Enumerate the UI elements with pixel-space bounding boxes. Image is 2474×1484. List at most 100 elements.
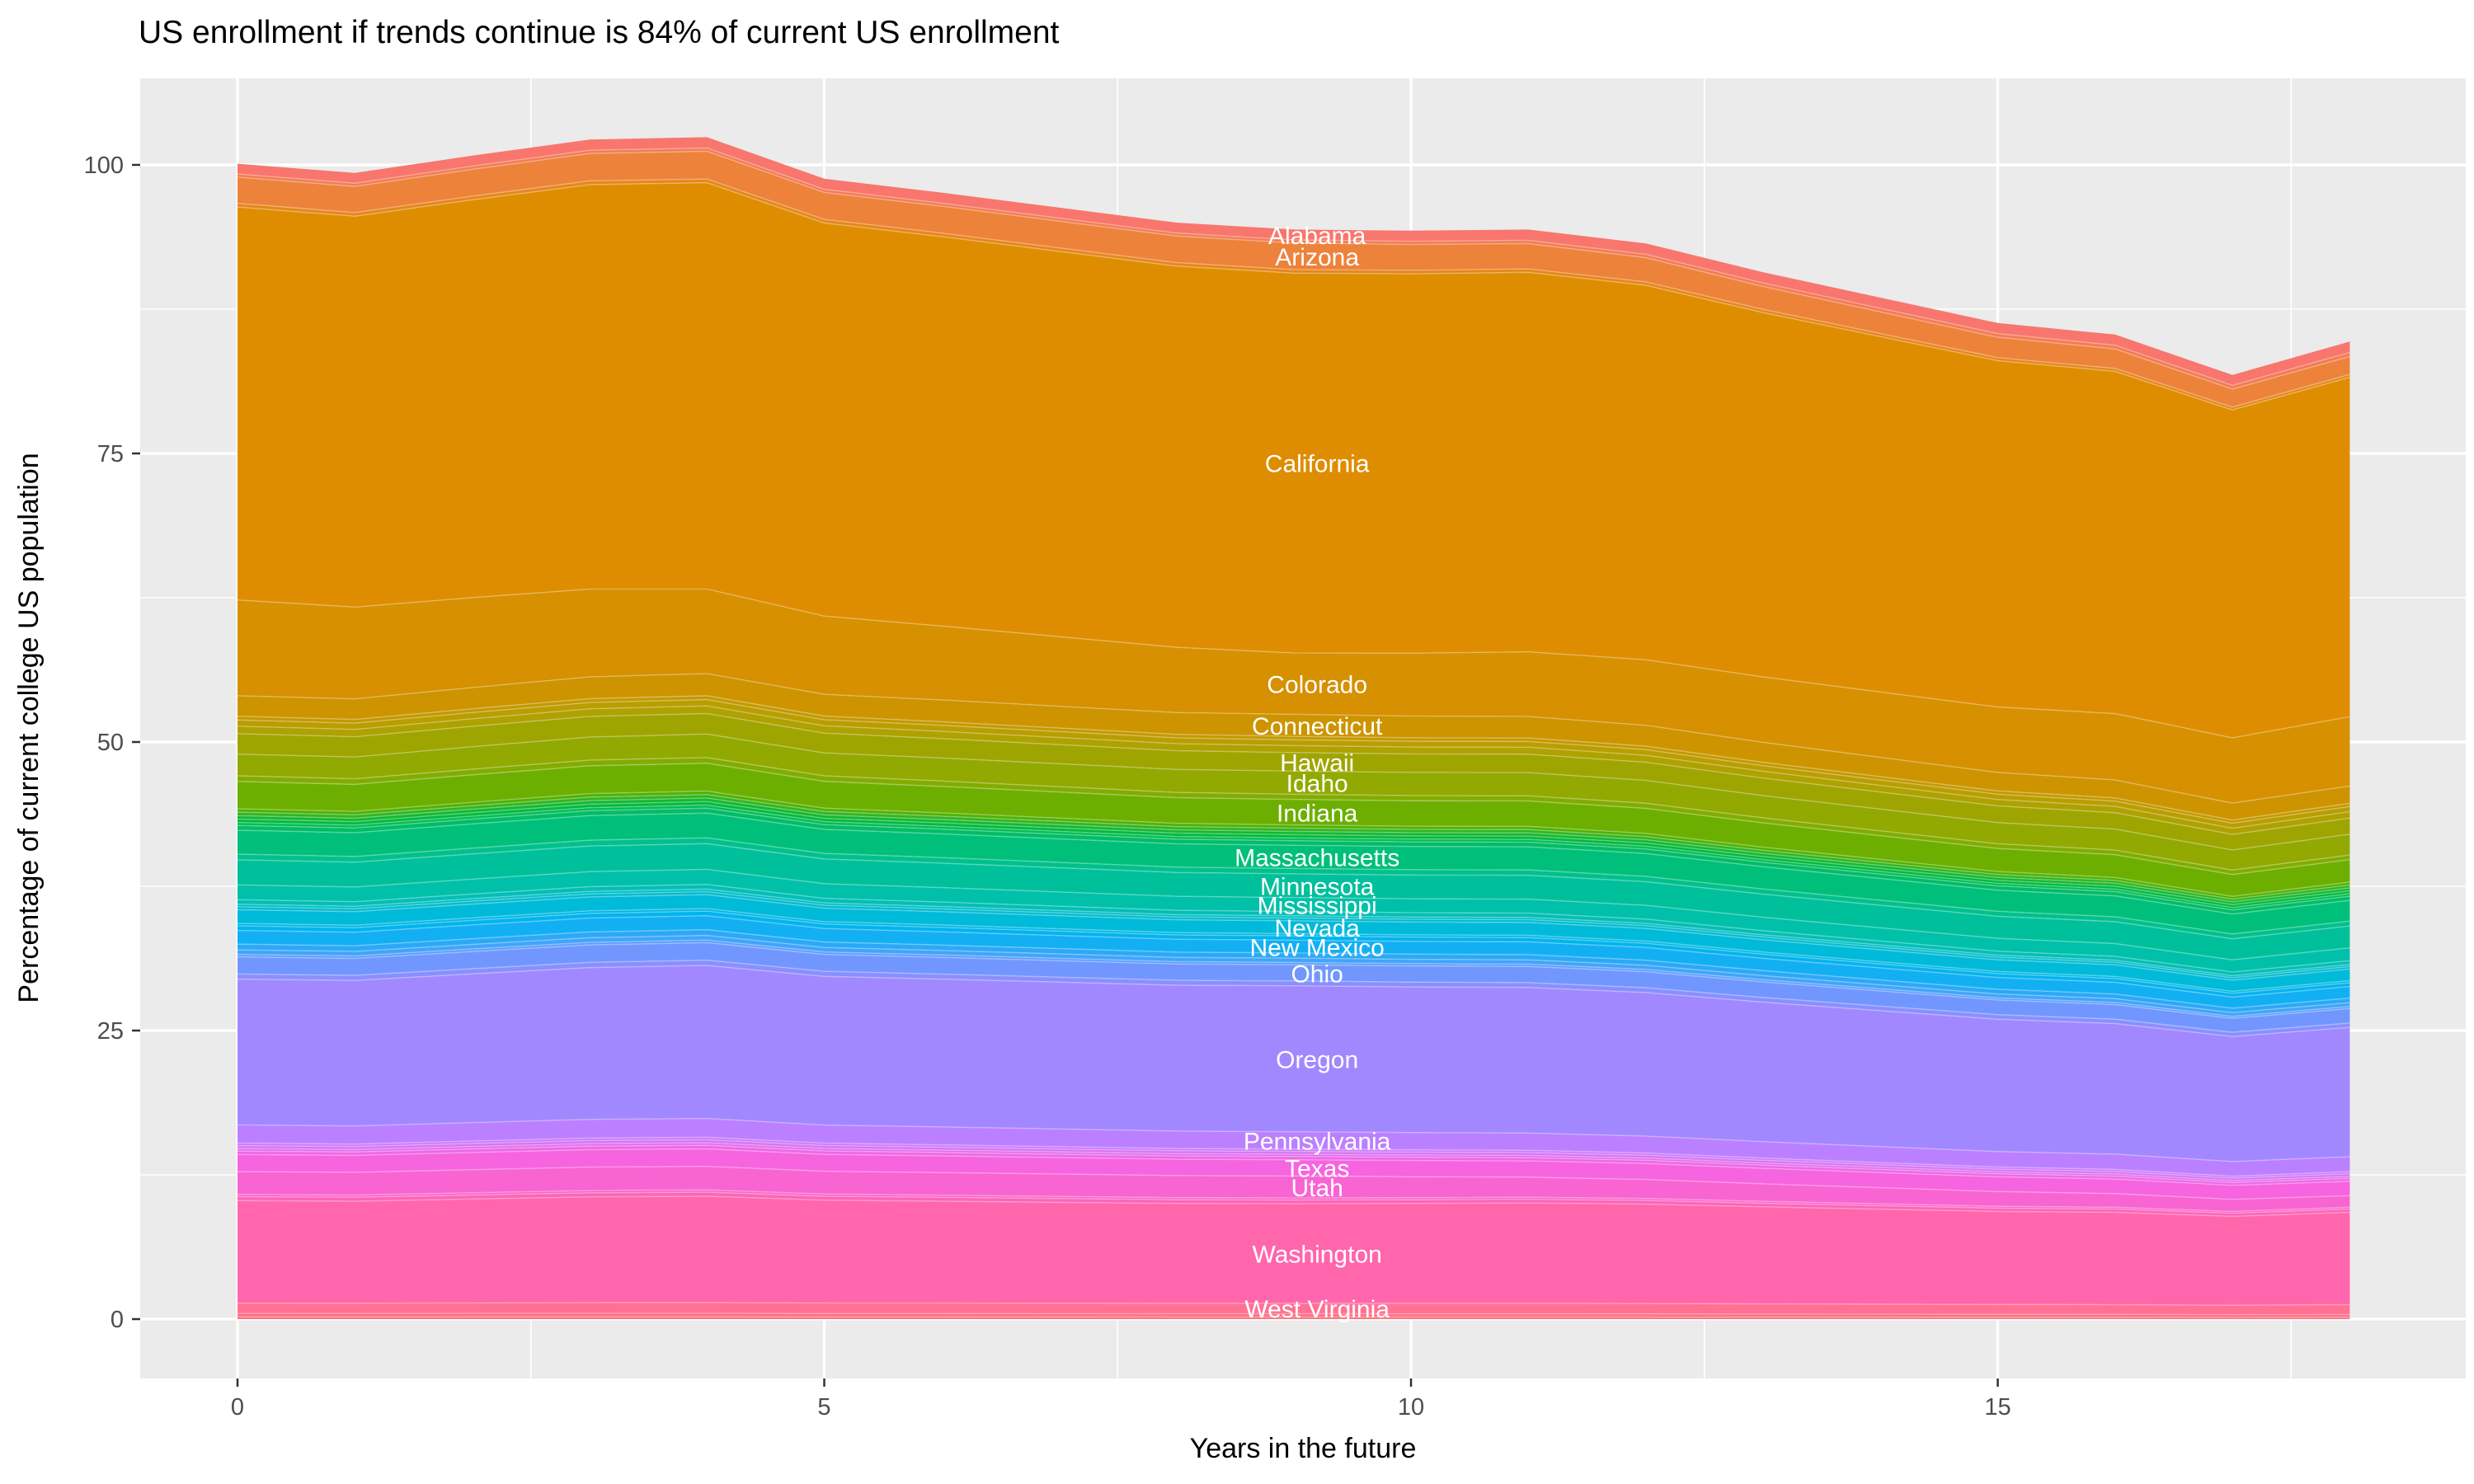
band-label-mississippi: Mississippi bbox=[1258, 892, 1377, 919]
y-tick-label-0: 0 bbox=[111, 1307, 124, 1333]
band-texas bbox=[238, 1148, 2350, 1200]
band-boundary-mississippi bbox=[237, 868, 2350, 960]
band-boundary-new-york bbox=[237, 928, 2350, 1009]
band-colorado bbox=[238, 589, 2350, 804]
band-boundary-new-hampshire bbox=[237, 908, 2350, 993]
band-boundary-new-jersey bbox=[237, 910, 2350, 994]
y-tick-label-100: 100 bbox=[84, 153, 124, 179]
x-tick-label-0: 0 bbox=[231, 1394, 244, 1421]
band-boundary-vermont bbox=[237, 1189, 2350, 1213]
band-label-utah: Utah bbox=[1291, 1175, 1343, 1202]
band-boundary-wisconsin bbox=[237, 1313, 2350, 1316]
x-axis-title: Years in the future bbox=[1190, 1433, 1417, 1464]
band-boundary-michigan bbox=[237, 837, 2350, 935]
band-ohio bbox=[238, 942, 2350, 1033]
band-label-washington: Washington bbox=[1253, 1241, 1382, 1268]
band-boundary-south-carolina bbox=[237, 1139, 2350, 1179]
band-boundary-illinois bbox=[237, 757, 2350, 871]
band-boundary-rhode-island bbox=[237, 1136, 2350, 1177]
y-tick-label-75: 75 bbox=[97, 441, 124, 467]
band-boundary-california bbox=[237, 181, 2350, 411]
band-alaska bbox=[238, 148, 2350, 389]
band-boundary-indiana bbox=[237, 763, 2350, 876]
band-boundary-oregon bbox=[237, 965, 2350, 1037]
band-label-oregon: Oregon bbox=[1276, 1046, 1358, 1073]
y-tick-label-25: 25 bbox=[97, 1018, 124, 1045]
band-oregon bbox=[238, 965, 2350, 1162]
band-boundary-kentucky bbox=[237, 797, 2350, 903]
y-axis-title: Percentage of current college US populat… bbox=[13, 453, 45, 1003]
y-tick-label-50: 50 bbox=[97, 730, 124, 756]
band-label-nevada: Nevada bbox=[1274, 915, 1360, 942]
band-boundary-west-virginia bbox=[237, 1302, 2350, 1306]
band-label-west-virginia: West Virginia bbox=[1244, 1296, 1390, 1323]
band-label-indiana: Indiana bbox=[1277, 800, 1358, 827]
band-boundary-new-mexico bbox=[237, 915, 2350, 998]
band-indiana bbox=[238, 763, 2350, 897]
band-boundary-nevada bbox=[237, 894, 2350, 981]
band-boundary-washington bbox=[237, 1195, 2350, 1218]
band-california bbox=[238, 182, 2350, 738]
band-minnesota bbox=[238, 843, 2350, 960]
band-boundary-florida bbox=[237, 698, 2350, 824]
band-boundary-ohio bbox=[237, 942, 2350, 1019]
band-boundary-massachusetts bbox=[237, 812, 2350, 915]
band-boundary-south-dakota bbox=[237, 1142, 2350, 1181]
band-boundary-connecticut bbox=[237, 673, 2350, 804]
band-label-connecticut: Connecticut bbox=[1252, 713, 1383, 740]
band-label-alabama: Alabama bbox=[1268, 223, 1366, 250]
band-washington bbox=[238, 1195, 2350, 1306]
band-boundary-oklahoma bbox=[237, 959, 2350, 1033]
band-massachusetts bbox=[238, 813, 2350, 934]
band-boundary-tennessee bbox=[237, 1144, 2350, 1184]
band-arkansas bbox=[238, 179, 2350, 411]
band-label-minnesota: Minnesota bbox=[1260, 874, 1375, 901]
x-tick-label-15: 15 bbox=[1984, 1394, 2011, 1421]
band-wyoming bbox=[238, 1317, 2350, 1319]
x-tick-label-5: 5 bbox=[817, 1394, 830, 1421]
band-boundary-texas bbox=[237, 1148, 2350, 1186]
band-arizona bbox=[238, 151, 2350, 407]
band-boundary-north-carolina bbox=[237, 934, 2350, 1014]
plot-title: US enrollment if trends continue is 84% … bbox=[139, 15, 1060, 50]
band-label-texas: Texas bbox=[1285, 1156, 1349, 1183]
band-boundary-missouri bbox=[237, 884, 2350, 973]
band-boundary-alaska bbox=[237, 147, 2350, 387]
band-boundary-montana bbox=[237, 888, 2350, 977]
band-label-idaho: Idaho bbox=[1286, 771, 1348, 798]
band-boundary-idaho bbox=[237, 733, 2350, 851]
band-boundary-arkansas bbox=[237, 178, 2350, 408]
band-label-colorado: Colorado bbox=[1267, 671, 1367, 698]
band-pennsylvania bbox=[238, 1118, 2350, 1176]
band-boundary-hawaii bbox=[237, 712, 2350, 835]
band-boundary-louisiana bbox=[237, 801, 2350, 906]
x-tick-label-10: 10 bbox=[1398, 1394, 1424, 1421]
band-label-pennsylvania: Pennsylvania bbox=[1244, 1128, 1391, 1155]
band-wisconsin bbox=[238, 1313, 2350, 1317]
band-boundary-pennsylvania bbox=[237, 1117, 2350, 1162]
band-west-virginia bbox=[238, 1302, 2350, 1315]
band-label-hawaii: Hawaii bbox=[1280, 749, 1354, 777]
band-boundary-nebraska bbox=[237, 890, 2350, 979]
band-boundary-minnesota bbox=[237, 843, 2350, 940]
band-boundary-arizona bbox=[237, 150, 2350, 390]
band-boundary-iowa bbox=[237, 790, 2350, 897]
band-boundary-georgia bbox=[237, 705, 2350, 829]
band-boundary-maine bbox=[237, 804, 2350, 909]
band-boundary-delaware bbox=[237, 695, 2350, 821]
band-boundary-maryland bbox=[237, 807, 2350, 911]
band-boundary-kansas bbox=[237, 794, 2350, 900]
band-boundary-colorado bbox=[237, 588, 2350, 739]
band-label-california: California bbox=[1265, 451, 1370, 478]
band-boundary-virginia bbox=[237, 1191, 2350, 1214]
band-label-arizona: Arizona bbox=[1275, 244, 1359, 271]
band-label-massachusetts: Massachusetts bbox=[1235, 845, 1399, 872]
band-label-ohio: Ohio bbox=[1291, 960, 1343, 988]
band-boundary-north-dakota bbox=[237, 939, 2350, 1017]
band-utah bbox=[238, 1166, 2350, 1212]
band-alabama bbox=[238, 137, 2350, 386]
band-label-new-mexico: New Mexico bbox=[1249, 934, 1384, 961]
